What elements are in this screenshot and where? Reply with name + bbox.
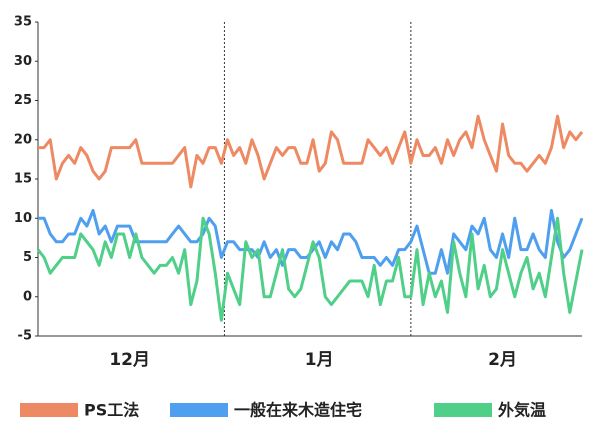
y-tick-label: 35 [14,15,32,30]
y-tick-label: 25 [14,93,32,108]
legend-label: 外気温 [497,401,546,420]
x-tick-label: 12月 [109,350,150,370]
x-tick-label: 1月 [305,350,334,370]
y-tick-label: 20 [14,132,32,147]
y-tick-label: 30 [14,54,32,69]
y-tick-label: 5 [23,250,32,265]
y-tick-label: -5 [18,329,32,344]
legend-swatch [170,403,228,417]
legend-label: PS工法 [84,401,139,420]
y-tick-label: 15 [14,172,32,187]
y-tick-label: 10 [14,211,32,226]
x-tick-label: 2月 [488,350,517,370]
legend-swatch [20,403,78,417]
y-tick-label: 0 [23,289,32,304]
legend-label: 一般在来木造住宅 [234,401,362,420]
series-line [38,114,584,189]
series-line [36,216,584,322]
legend-swatch [434,403,492,417]
